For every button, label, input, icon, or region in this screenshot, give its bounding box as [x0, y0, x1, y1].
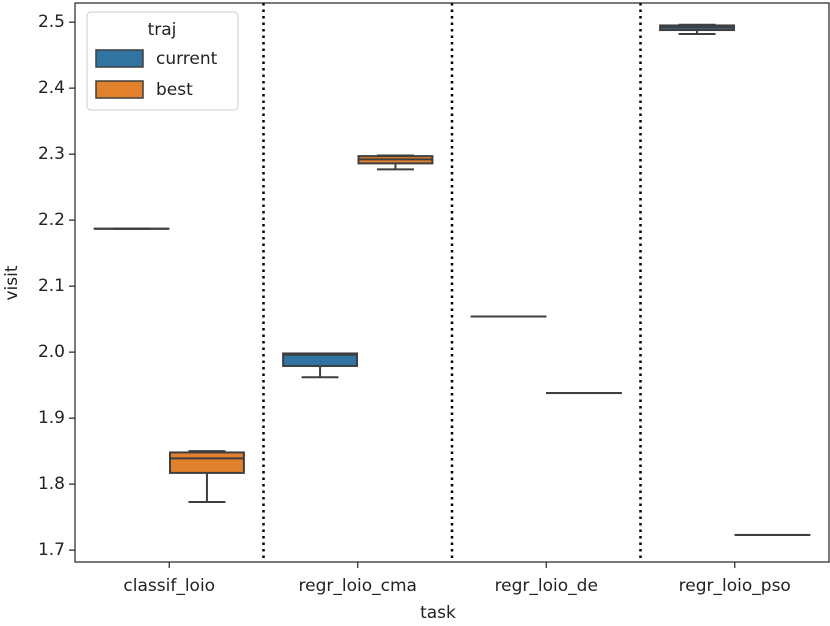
x-tick-label: classif_loio	[123, 576, 215, 596]
legend-label: current	[156, 49, 218, 69]
box	[170, 452, 244, 472]
legend-label: best	[156, 80, 193, 100]
y-tick-label: 1.8	[38, 474, 65, 494]
x-axis-label: task	[420, 603, 456, 622]
y-tick-label: 2.4	[38, 78, 65, 98]
y-tick-label: 1.7	[38, 540, 65, 560]
y-tick-label: 1.9	[38, 408, 65, 428]
x-tick-label: regr_loio_de	[495, 576, 598, 596]
x-tick-label: regr_loio_cma	[299, 576, 417, 596]
legend-title: traj	[148, 20, 177, 40]
legend-swatch	[96, 81, 143, 98]
y-tick-label: 2.3	[38, 144, 65, 164]
y-tick-label: 2.0	[38, 342, 65, 362]
legend-swatch	[96, 50, 143, 67]
y-tick-label: 2.5	[38, 12, 65, 32]
y-tick-label: 2.2	[38, 210, 65, 230]
y-axis-label: visit	[2, 265, 22, 300]
x-tick-label: regr_loio_pso	[679, 576, 791, 596]
y-tick-label: 2.1	[38, 276, 65, 296]
